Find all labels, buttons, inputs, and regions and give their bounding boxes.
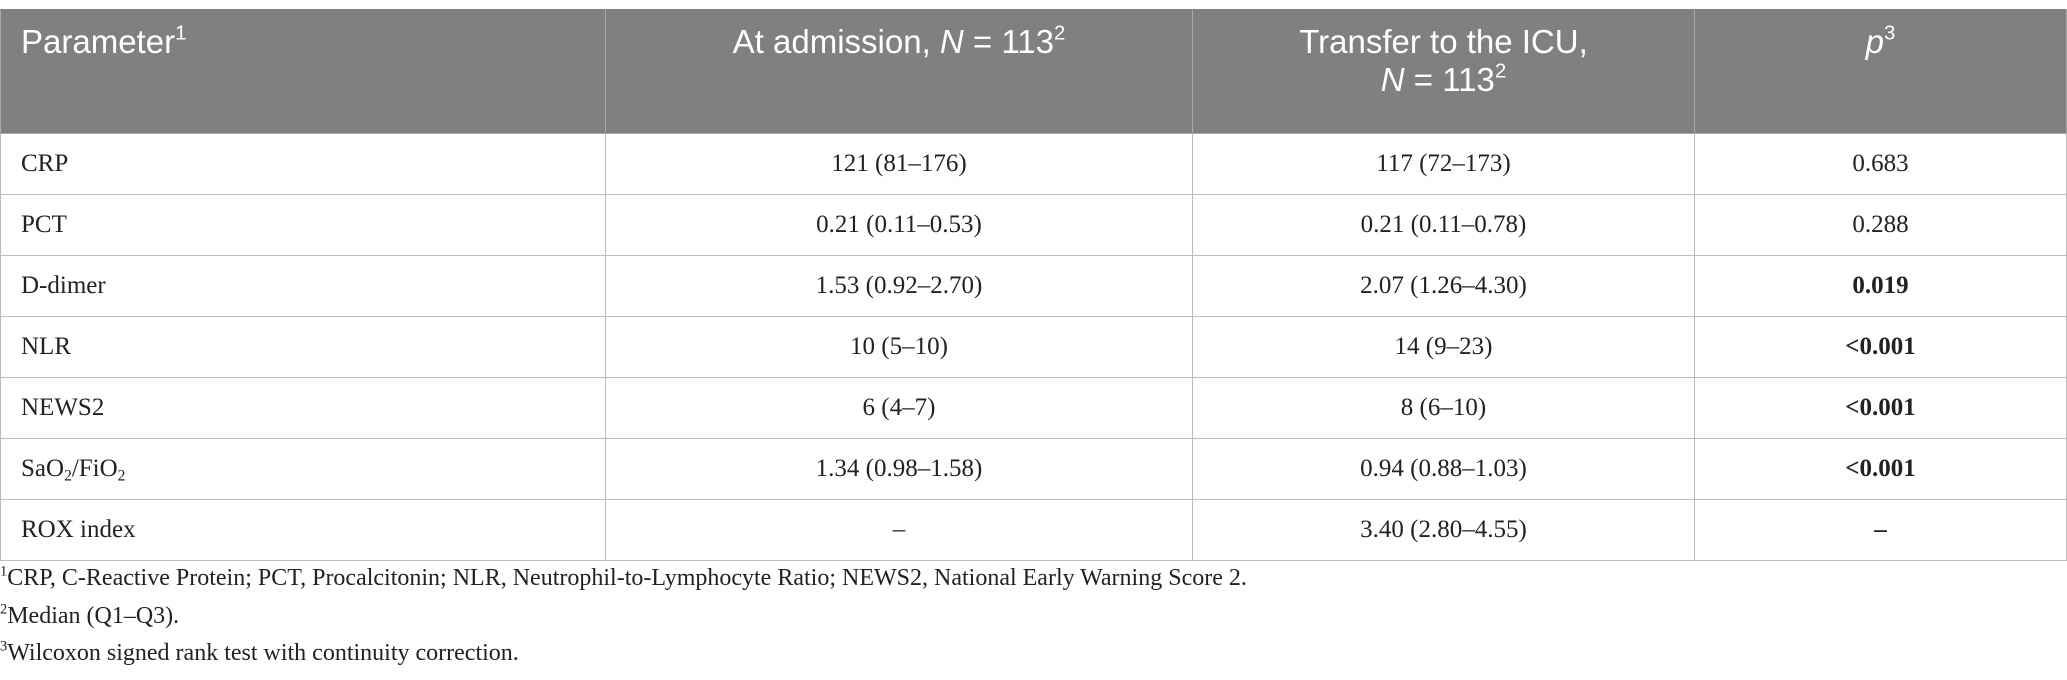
footnote-text: Median (Q1–Q3). <box>7 602 180 629</box>
text-segment: 6 (4–7) <box>862 394 936 421</box>
text-segment: 0.21 (0.11–0.53) <box>816 211 982 238</box>
table-cell: 121 (81–176) <box>605 133 1193 195</box>
table-row: SaO2/FiO2 1.34 (0.98–1.58) 0.94 (0.88–1.03… <box>0 438 2067 500</box>
table-cell: D-dimer <box>0 255 606 317</box>
table-cell: 0.288 <box>1694 194 2067 256</box>
text-segment: 2.07 (1.26–4.30) <box>1360 272 1527 299</box>
text-segment: 0.288 <box>1852 211 1909 238</box>
text-segment: 1.53 (0.92–2.70) <box>815 272 983 299</box>
table-cell: – <box>1694 499 2067 561</box>
table-cell: ROX index <box>0 499 606 561</box>
header-cell: At admission, N = 1132 <box>605 9 1193 134</box>
footnotes: 1CRP, C-Reactive Protein; PCT, Procalcit… <box>0 563 1247 676</box>
table-cell: 1.53 (0.92–2.70) <box>605 255 1193 317</box>
table-cell: 0.21 (0.11–0.78) <box>1192 194 1695 256</box>
text-segment: 121 (81–176) <box>831 150 967 177</box>
text-segment: 0.019 <box>1852 272 1909 299</box>
text-segment: Parameter <box>21 23 176 60</box>
text-segment: CRP <box>21 150 69 177</box>
table-cell: 1.34 (0.98–1.58) <box>605 438 1193 500</box>
text-segment: N <box>939 23 964 60</box>
text-segment: = 113 <box>1404 61 1495 98</box>
table-cell: 0.019 <box>1694 255 2067 317</box>
text-segment: 14 (9–23) <box>1394 333 1493 360</box>
table-row: CRP 121 (81–176) 117 (72–173) 0.683 <box>0 133 2067 195</box>
table-cell: 6 (4–7) <box>605 377 1193 439</box>
text-segment: D-dimer <box>21 272 106 299</box>
table-cell: 0.94 (0.88–1.03) <box>1192 438 1695 500</box>
text-segment: <0.001 <box>1845 394 1916 421</box>
table-cell: 117 (72–173) <box>1192 133 1695 195</box>
table-cell: 10 (5–10) <box>605 316 1193 378</box>
footnote: 1CRP, C-Reactive Protein; PCT, Procalcit… <box>0 563 1247 601</box>
table-row: ROX index – 3.40 (2.80–4.55) – <box>0 499 2067 561</box>
text-segment: PCT <box>21 211 67 238</box>
text-segment: 0.94 (0.88–1.03) <box>1360 455 1527 482</box>
table-row: PCT 0.21 (0.11–0.53) 0.21 (0.11–0.78) 0.288 <box>0 194 2067 256</box>
text-segment: 3.40 (2.80–4.55) <box>1360 516 1527 543</box>
text-segment: At admission, <box>732 23 940 60</box>
table-cell: – <box>605 499 1193 561</box>
table-cell: 2.07 (1.26–4.30) <box>1192 255 1695 317</box>
text-segment: = 113 <box>963 23 1054 60</box>
table-cell: CRP <box>0 133 606 195</box>
table-row: NEWS2 6 (4–7) 8 (6–10) <0.001 <box>0 377 2067 439</box>
text-segment: <0.001 <box>1845 333 1916 360</box>
header-cell: Transfer to the ICU, N = 1132 <box>1192 9 1695 134</box>
text-segment: 0.683 <box>1852 150 1909 177</box>
text-segment: 0.21 (0.11–0.78) <box>1360 211 1527 238</box>
text-segment: 117 (72–173) <box>1376 150 1511 177</box>
header-cell: Parameter1 <box>0 9 606 134</box>
table-cell: <0.001 <box>1694 438 2067 500</box>
footnote-mark: 3 <box>0 638 8 655</box>
text-segment: NLR <box>21 333 71 360</box>
text-segment: SaO <box>21 455 65 482</box>
table-row: NLR 10 (5–10) 14 (9–23) <0.001 <box>0 316 2067 378</box>
footnote-text: Wilcoxon signed rank test with continuit… <box>7 640 519 666</box>
table-cell: 3.40 (2.80–4.55) <box>1192 499 1695 561</box>
table-cell: SaO2/FiO2 <box>0 438 606 500</box>
table-cell: <0.001 <box>1694 316 2067 378</box>
text-segment: 1 <box>175 21 187 45</box>
text-segment: – <box>892 516 906 543</box>
text-segment: NEWS2 <box>21 394 105 421</box>
table-cell: <0.001 <box>1694 377 2067 439</box>
table-cell: NEWS2 <box>0 377 606 439</box>
header-row: Parameter1 At admission, N = 1132 Transfer… <box>0 9 2067 134</box>
footnote: 2Median (Q1–Q3). <box>0 601 1247 639</box>
text-segment: 2 <box>117 467 126 485</box>
table-body: CRP 121 (81–176) 117 (72–173) 0.683 PCT 0.21 … <box>0 133 2067 561</box>
text-segment: ROX index <box>21 516 136 543</box>
text-segment: 2 <box>64 467 72 485</box>
text-segment: 3 <box>1883 21 1896 45</box>
text-segment: N <box>1380 61 1405 98</box>
text-segment: <0.001 <box>1845 455 1916 482</box>
table-cell: 14 (9–23) <box>1192 316 1695 378</box>
text-segment: 1.34 (0.98–1.58) <box>815 455 983 482</box>
footnote-mark: 1 <box>0 563 8 580</box>
header-cell: p3 <box>1694 9 2067 134</box>
text-segment: Transfer to the ICU, <box>1299 23 1588 60</box>
footnote-text: CRP, C-Reactive Protein; PCT, Procalcito… <box>7 565 1247 591</box>
text-segment: 10 (5–10) <box>850 333 948 360</box>
data-table: Parameter1 At admission, N = 1132 Transfer… <box>0 9 2067 561</box>
table-row: D-dimer 1.53 (0.92–2.70) 2.07 (1.26–4.30) 0… <box>0 255 2067 317</box>
table-header: Parameter1 At admission, N = 1132 Transfer… <box>0 9 2067 134</box>
table-cell: 0.21 (0.11–0.53) <box>605 194 1193 256</box>
text-segment: 8 (6–10) <box>1400 394 1487 421</box>
table-cell: NLR <box>0 316 606 378</box>
text-segment: 2 <box>1494 59 1507 83</box>
table-cell: 8 (6–10) <box>1192 377 1695 439</box>
text-segment: p <box>1865 23 1884 60</box>
table-container: Parameter1 At admission, N = 1132 Transfer… <box>0 9 2067 561</box>
table-cell: PCT <box>0 194 606 256</box>
text-segment: – <box>1874 516 1887 543</box>
footnote: 3Wilcoxon signed rank test with continui… <box>0 638 1247 676</box>
table-cell: 0.683 <box>1694 133 2067 195</box>
text-segment: /FiO <box>71 455 118 482</box>
footnote-mark: 2 <box>0 601 8 618</box>
text-segment: 2 <box>1053 21 1066 45</box>
